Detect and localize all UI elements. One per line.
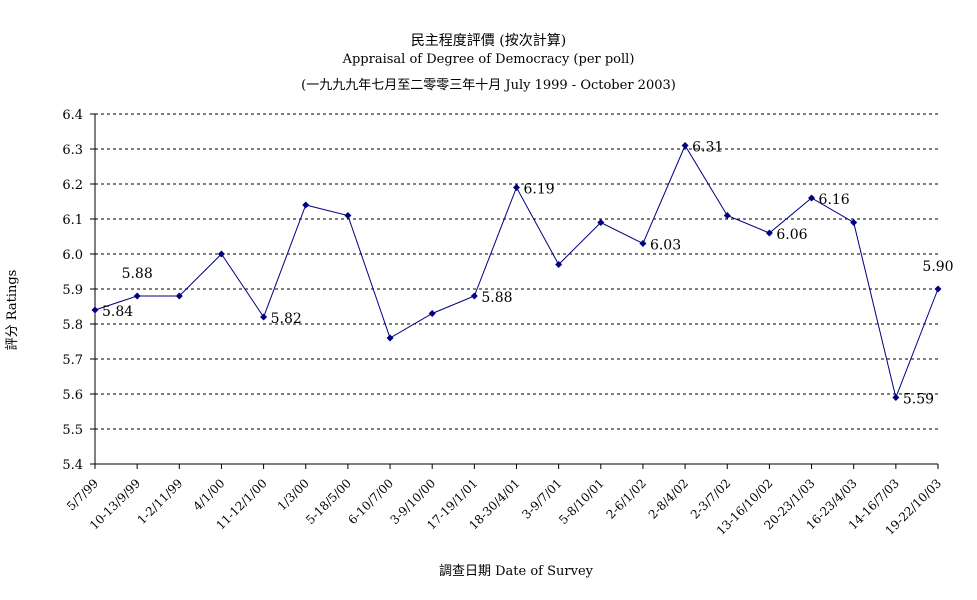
data-point-marker xyxy=(555,261,563,268)
data-point-marker xyxy=(470,292,478,300)
data-label: 5.84 xyxy=(102,304,133,320)
y-axis-label-wrap: 評分 Ratings xyxy=(5,270,20,351)
x-tick-label: 5/7/99 xyxy=(64,476,101,513)
y-tick-label: 6.3 xyxy=(62,143,83,158)
x-tick-label: 1-2/11/99 xyxy=(135,476,186,527)
y-tick-label: 6.4 xyxy=(62,108,83,123)
data-point-marker xyxy=(850,219,858,226)
data-point-marker xyxy=(597,219,605,226)
data-point-marker xyxy=(260,313,268,321)
y-tick-label: 5.5 xyxy=(62,423,83,438)
chart-subtitle: Appraisal of Degree of Democracy (per po… xyxy=(342,52,635,67)
data-label: 5.82 xyxy=(271,311,302,327)
data-point-marker xyxy=(808,194,816,202)
x-tick-label: 1/3/00 xyxy=(275,476,312,513)
data-point-marker xyxy=(934,285,942,293)
x-tick-label: 5-8/10/01 xyxy=(556,476,607,527)
data-point-marker xyxy=(133,292,141,300)
data-point-marker xyxy=(765,229,773,237)
data-point-marker xyxy=(217,250,225,258)
x-tick-label: 4/1/00 xyxy=(190,476,227,513)
data-label: 6.19 xyxy=(524,182,555,198)
data-label: 6.03 xyxy=(650,238,681,254)
y-tick-label: 5.7 xyxy=(62,353,83,368)
data-point-marker xyxy=(91,306,99,314)
y-tick-label: 6.0 xyxy=(62,248,83,263)
data-label: 6.06 xyxy=(776,227,807,243)
chart-title: 民主程度評價 (按次計算) xyxy=(410,33,567,49)
data-point-marker xyxy=(639,240,647,247)
data-label: 5.59 xyxy=(903,392,934,408)
data-point-marker xyxy=(892,394,900,401)
data-label: 5.90 xyxy=(922,259,953,275)
data-point-marker xyxy=(344,212,352,219)
y-tick-label: 5.4 xyxy=(62,458,83,473)
data-label: 5.88 xyxy=(122,266,153,282)
data-point-marker xyxy=(175,292,183,300)
data-point-marker xyxy=(428,310,436,317)
x-axis-label: 調查日期 Date of Survey xyxy=(438,564,593,579)
x-tick-label: 2-8/4/02 xyxy=(646,476,691,521)
data-point-marker xyxy=(386,334,394,342)
data-point-marker xyxy=(723,212,731,219)
data-point-marker xyxy=(681,142,689,149)
data-label: 6.16 xyxy=(819,192,850,208)
y-tick-label: 6.1 xyxy=(62,213,83,228)
y-tick-label: 5.8 xyxy=(62,318,83,333)
y-tick-label: 5.9 xyxy=(62,283,83,298)
chart-subtitle-date-range: (一九九九年七月至二零零三年十月 July 1999 - October 200… xyxy=(301,78,676,93)
series-line xyxy=(94,144,939,400)
data-point-marker xyxy=(302,201,310,209)
y-axis-label: 評分 Ratings xyxy=(5,270,20,351)
x-tick-label: 2-6/1/02 xyxy=(604,476,649,521)
data-point-marker xyxy=(513,184,520,191)
y-tick-label: 5.6 xyxy=(62,388,83,403)
y-tick-label: 6.2 xyxy=(62,178,83,193)
data-label: 5.88 xyxy=(481,290,512,306)
data-label: 6.31 xyxy=(692,140,723,156)
